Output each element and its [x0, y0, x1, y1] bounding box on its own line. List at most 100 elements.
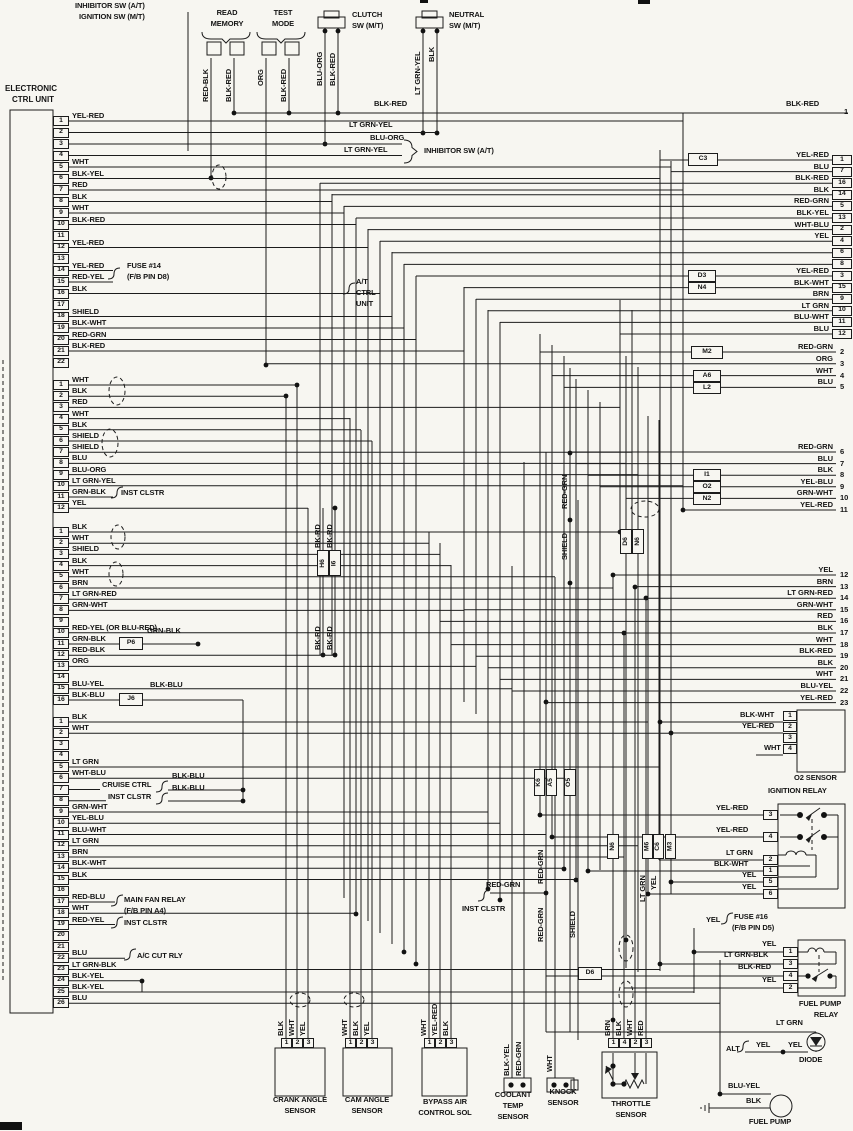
wire-label: YEL-RED	[430, 1003, 439, 1036]
right-pin-number: 15	[832, 282, 852, 293]
right-pin-number: 11	[832, 317, 852, 328]
connector-code-label: C6	[654, 842, 662, 851]
junction-dot	[567, 580, 573, 586]
connector-code: C3	[688, 153, 718, 166]
wire-label: SHIELD	[72, 544, 99, 554]
wire-label: BLK-WHT	[72, 318, 107, 327]
wire-label: WHT	[815, 669, 833, 679]
ecu-pin-number: 11	[53, 492, 69, 502]
right-row-number: 21	[840, 674, 849, 684]
wire-label: BK-RD	[325, 626, 334, 650]
right-row-number: 14	[840, 593, 849, 603]
diagram-label: 1	[844, 107, 849, 116]
junction-dot	[668, 879, 674, 885]
wire-label: BLU-ORG	[72, 464, 107, 474]
connector-code-label: D3	[697, 271, 707, 279]
right-row-number: 17	[840, 628, 849, 637]
ecu-pin-number: 7	[53, 447, 69, 458]
fuel-pump-relay-box	[797, 939, 846, 997]
ecu-pin-number: 10	[53, 818, 69, 829]
wire-label: BLK	[72, 555, 88, 565]
ecu-pin-number: 1	[53, 380, 69, 390]
diagram-label: YEL	[742, 870, 757, 879]
crank-pin-number: 3	[303, 1038, 314, 1048]
wire-label: YEL-BLU	[800, 476, 834, 486]
diagram-label: YEL	[706, 915, 721, 924]
junction-dot	[401, 949, 407, 955]
junction-dot	[567, 517, 573, 523]
diagram-label: INHIBITOR SW (A/T)	[424, 146, 494, 155]
ecu-pin-number: 14	[53, 672, 69, 683]
wire-label: YEL	[72, 498, 87, 508]
connector-code-label: M6	[643, 841, 651, 852]
diagram-label: BLU-ORG	[370, 133, 405, 142]
twisted-pair-icon	[618, 980, 634, 1008]
wire-label: BLK-YEL	[796, 208, 830, 217]
wire-label: RED	[72, 397, 88, 407]
fuel-pump-relay-pin-number: 1	[783, 947, 798, 957]
wire-label: YEL-RED	[800, 500, 833, 509]
o2-sensor-box	[796, 709, 846, 773]
junction-dot	[561, 866, 567, 872]
twisted-pair-icon	[211, 164, 227, 190]
connector-code: A6	[693, 370, 721, 382]
diagram-label: UNIT	[356, 299, 374, 308]
ecu-pin-number: 9	[53, 208, 69, 218]
diagram-label: INST CLSTR	[124, 918, 168, 927]
wire-label: YEL	[362, 1021, 371, 1036]
diagram-label: CONTROL SOL	[418, 1108, 472, 1117]
diagram-label: BLK-RED	[786, 99, 820, 108]
connector-code: A5	[546, 769, 557, 796]
page-border	[0, 0, 650, 1130]
connector-code-label: I1	[704, 470, 710, 478]
diagram-label: LT GRN	[726, 848, 753, 857]
ecu-pin-number: 2	[53, 538, 69, 549]
junction-dot	[691, 949, 697, 955]
connector-code: M2	[691, 346, 723, 359]
wire-label: BRN	[72, 578, 88, 587]
diagram-label: MEMORY	[210, 19, 244, 28]
diagram-label: FUSE #14	[127, 261, 161, 270]
ecu-pin-number: 11	[53, 829, 69, 840]
wire-label: WHT	[419, 1019, 428, 1036]
wire-label: BLK	[72, 191, 88, 201]
wire-label: GRN-WHT	[796, 599, 833, 609]
right-row-number: 13	[840, 581, 849, 591]
wire-label: BLU	[813, 161, 829, 171]
wire-label: WHT	[72, 203, 89, 212]
wire-label: YEL-BLU	[72, 813, 104, 823]
connector-code: K6	[534, 769, 545, 796]
junction-dot	[657, 961, 663, 967]
junction-dot	[717, 1091, 723, 1097]
wire-label: BRN	[816, 576, 833, 586]
ecu-pin-number: 4	[53, 413, 69, 424]
diagram-label: YEL-RED	[716, 803, 749, 812]
connector-code: P6	[119, 637, 143, 650]
junction-dot	[537, 812, 543, 818]
ecu-pin-number: 15	[53, 874, 69, 885]
right-pin-number: 3	[832, 271, 852, 281]
o2-pin-number: 1	[783, 711, 797, 721]
ecu-pin-number: 1	[53, 717, 69, 727]
connector-code: O2	[693, 481, 721, 493]
wire-label: RED-GRN	[794, 196, 829, 206]
diagram-label: BLK-RED	[738, 962, 772, 971]
o2-pin-number: 2	[783, 722, 797, 732]
bypass-air-control-box	[421, 1047, 468, 1097]
brace-icon	[403, 139, 418, 164]
junction-dot	[335, 110, 341, 116]
junction-dot	[322, 28, 328, 34]
connector-code-label: H6	[318, 558, 326, 568]
wire-label: YEL-RED	[800, 692, 833, 702]
wire-label: WHT	[72, 566, 89, 576]
wire-label: RED	[72, 180, 88, 189]
right-row-number: 9	[840, 481, 845, 491]
right-pin-number: 6	[832, 247, 852, 258]
wire-label: RED-GRN	[536, 907, 545, 942]
connector-code: N2	[693, 493, 721, 505]
diagram-label: SW (M/T)	[352, 21, 384, 30]
wire-label: BLK	[72, 419, 88, 429]
callout-hook-icon	[736, 1040, 750, 1053]
ecu-pin-number: 25	[53, 987, 69, 997]
